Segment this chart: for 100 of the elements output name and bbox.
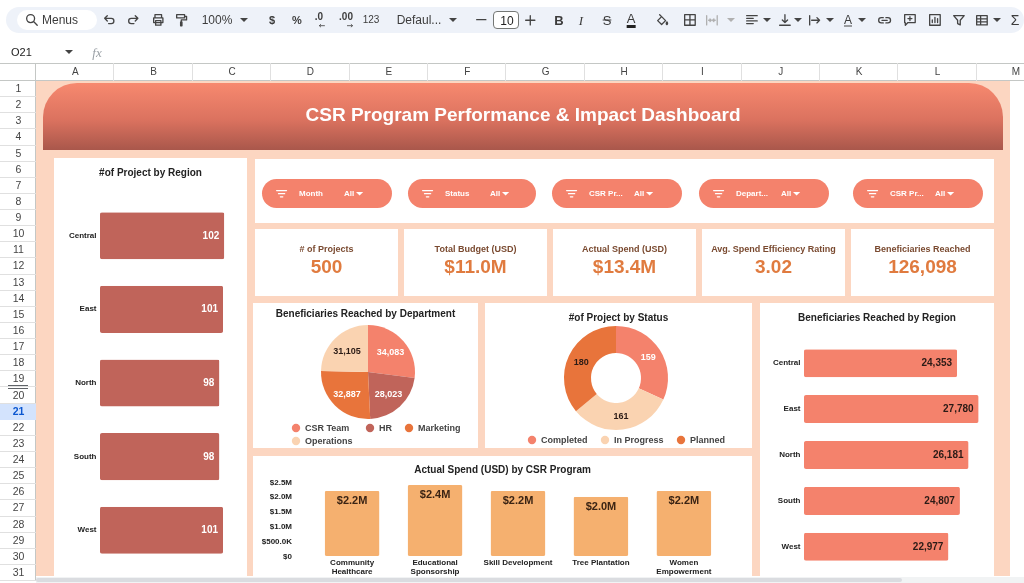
legend-label: Completed bbox=[541, 435, 588, 445]
annotation: CSR Pr... bbox=[589, 188, 623, 198]
data-label: 34,083 bbox=[376, 347, 405, 358]
x-tick-label: Community Healthcare bbox=[330, 557, 375, 576]
annotation: All bbox=[781, 188, 792, 198]
y-tick-label: 15 bbox=[12, 308, 25, 320]
text: A bbox=[843, 12, 853, 27]
data-label: $2.2M bbox=[336, 493, 368, 506]
y-tick-label: West bbox=[77, 525, 97, 535]
x-tick-label: H bbox=[620, 66, 628, 78]
donut-slice bbox=[616, 326, 668, 400]
annotation: Beneficiaries Reached bbox=[874, 243, 971, 254]
bar bbox=[573, 496, 629, 556]
data-label: 28,023 bbox=[374, 389, 403, 400]
y-tick-label: $500.0K bbox=[261, 536, 293, 546]
y-tick-label: 16 bbox=[12, 325, 25, 337]
annotation: Month bbox=[299, 188, 323, 198]
data-label: 24,807 bbox=[924, 494, 956, 506]
x-tick-label: J bbox=[778, 66, 784, 78]
data-label: 27,780 bbox=[943, 403, 975, 415]
y-tick-label: 31 bbox=[12, 566, 25, 578]
y-tick-label: $1.5M bbox=[269, 507, 293, 517]
text: .00 bbox=[339, 11, 353, 22]
text: A bbox=[626, 11, 636, 28]
annotation: Actual Spend (USD) bbox=[581, 243, 668, 254]
text: fx bbox=[92, 44, 102, 60]
data-label: $2.0M bbox=[585, 499, 617, 512]
data-label: $2.2M bbox=[502, 493, 534, 506]
y-tick-label: 6 bbox=[15, 163, 22, 175]
x-tick-label: F bbox=[464, 66, 471, 78]
chart-title: #of Project by Region bbox=[99, 167, 202, 178]
data-label: 31,105 bbox=[333, 345, 361, 356]
annotation: All bbox=[344, 188, 355, 198]
y-tick-label: 14 bbox=[12, 292, 25, 304]
x-tick-label: L bbox=[934, 66, 941, 78]
y-tick-label: 30 bbox=[12, 550, 25, 562]
text: Defaul... bbox=[396, 13, 442, 27]
bar bbox=[656, 490, 712, 556]
y-tick-label: South bbox=[777, 495, 801, 505]
text: Σ bbox=[1010, 12, 1020, 28]
data-label: 24,353 bbox=[921, 357, 953, 369]
x-tick-label: C bbox=[228, 66, 236, 78]
data-label: 26,181 bbox=[932, 449, 964, 460]
y-tick-label: 24 bbox=[12, 454, 25, 466]
legend-label: Operations bbox=[305, 436, 353, 446]
data-label: 102 bbox=[202, 229, 220, 241]
text: Menus bbox=[42, 13, 79, 27]
x-tick-label: M bbox=[1011, 66, 1021, 78]
text: % bbox=[292, 13, 302, 26]
y-tick-label: 18 bbox=[12, 357, 25, 369]
dropdown: Status All bbox=[408, 179, 536, 208]
annotation: # of Projects bbox=[299, 243, 354, 254]
y-tick-label: 1 bbox=[15, 83, 22, 95]
y-tick-label: 5 bbox=[15, 147, 22, 159]
donut-slice bbox=[564, 326, 616, 412]
y-tick-label: 10 bbox=[12, 228, 25, 240]
bar bbox=[324, 490, 380, 556]
chart-title: Actual Spend (USD) by CSR Program bbox=[414, 464, 591, 475]
y-tick-label: 28 bbox=[12, 518, 25, 530]
bar bbox=[804, 486, 960, 515]
x-tick-label: G bbox=[541, 66, 550, 78]
y-tick-label: East bbox=[79, 304, 97, 314]
annotation: Avg. Spend Efficiency Rating bbox=[711, 243, 836, 254]
bar bbox=[804, 349, 958, 378]
y-tick-label: 23 bbox=[12, 437, 25, 449]
annotation: 126,098 bbox=[888, 255, 957, 277]
y-tick-label: North bbox=[779, 450, 801, 459]
x-tick-label: Women Empowerment bbox=[656, 557, 712, 576]
y-tick-label: 11 bbox=[13, 244, 25, 256]
x-tick-label: I bbox=[701, 66, 704, 78]
y-tick-label: 3 bbox=[15, 115, 22, 127]
y-tick-label: 26 bbox=[12, 486, 25, 498]
text: S bbox=[602, 12, 612, 28]
text: $ bbox=[268, 13, 276, 26]
bar bbox=[804, 532, 949, 561]
annotation: $13.4M bbox=[592, 255, 657, 277]
y-tick-label: West bbox=[781, 541, 801, 551]
bar bbox=[804, 441, 969, 469]
chart-title: Beneficiaries Reached by Department bbox=[275, 308, 456, 319]
data-label: 101 bbox=[201, 303, 219, 315]
text: 123 bbox=[362, 14, 380, 25]
x-tick-label: A bbox=[71, 66, 79, 78]
pie-slice bbox=[321, 371, 371, 419]
y-tick-label: South bbox=[73, 451, 97, 461]
annotation: 3.02 bbox=[755, 255, 792, 277]
y-tick-label: North bbox=[75, 378, 97, 387]
text: O21 bbox=[11, 45, 32, 58]
y-tick-label: 22 bbox=[12, 421, 25, 433]
y-tick-label: 27 bbox=[12, 502, 25, 514]
dropdown: Month All bbox=[262, 179, 392, 208]
data-label: $2.2M bbox=[668, 493, 700, 506]
y-tick-label: 7 bbox=[15, 179, 22, 191]
bar bbox=[804, 395, 979, 424]
annotation: Total Budget (USD) bbox=[434, 243, 517, 254]
data-label: $2.4M bbox=[419, 487, 451, 500]
annotation: Status bbox=[445, 188, 470, 198]
font-size-field: 10 bbox=[493, 11, 519, 29]
y-tick-label: 25 bbox=[12, 470, 25, 482]
text: 100% bbox=[201, 13, 233, 27]
legend-label: HR bbox=[379, 423, 393, 433]
